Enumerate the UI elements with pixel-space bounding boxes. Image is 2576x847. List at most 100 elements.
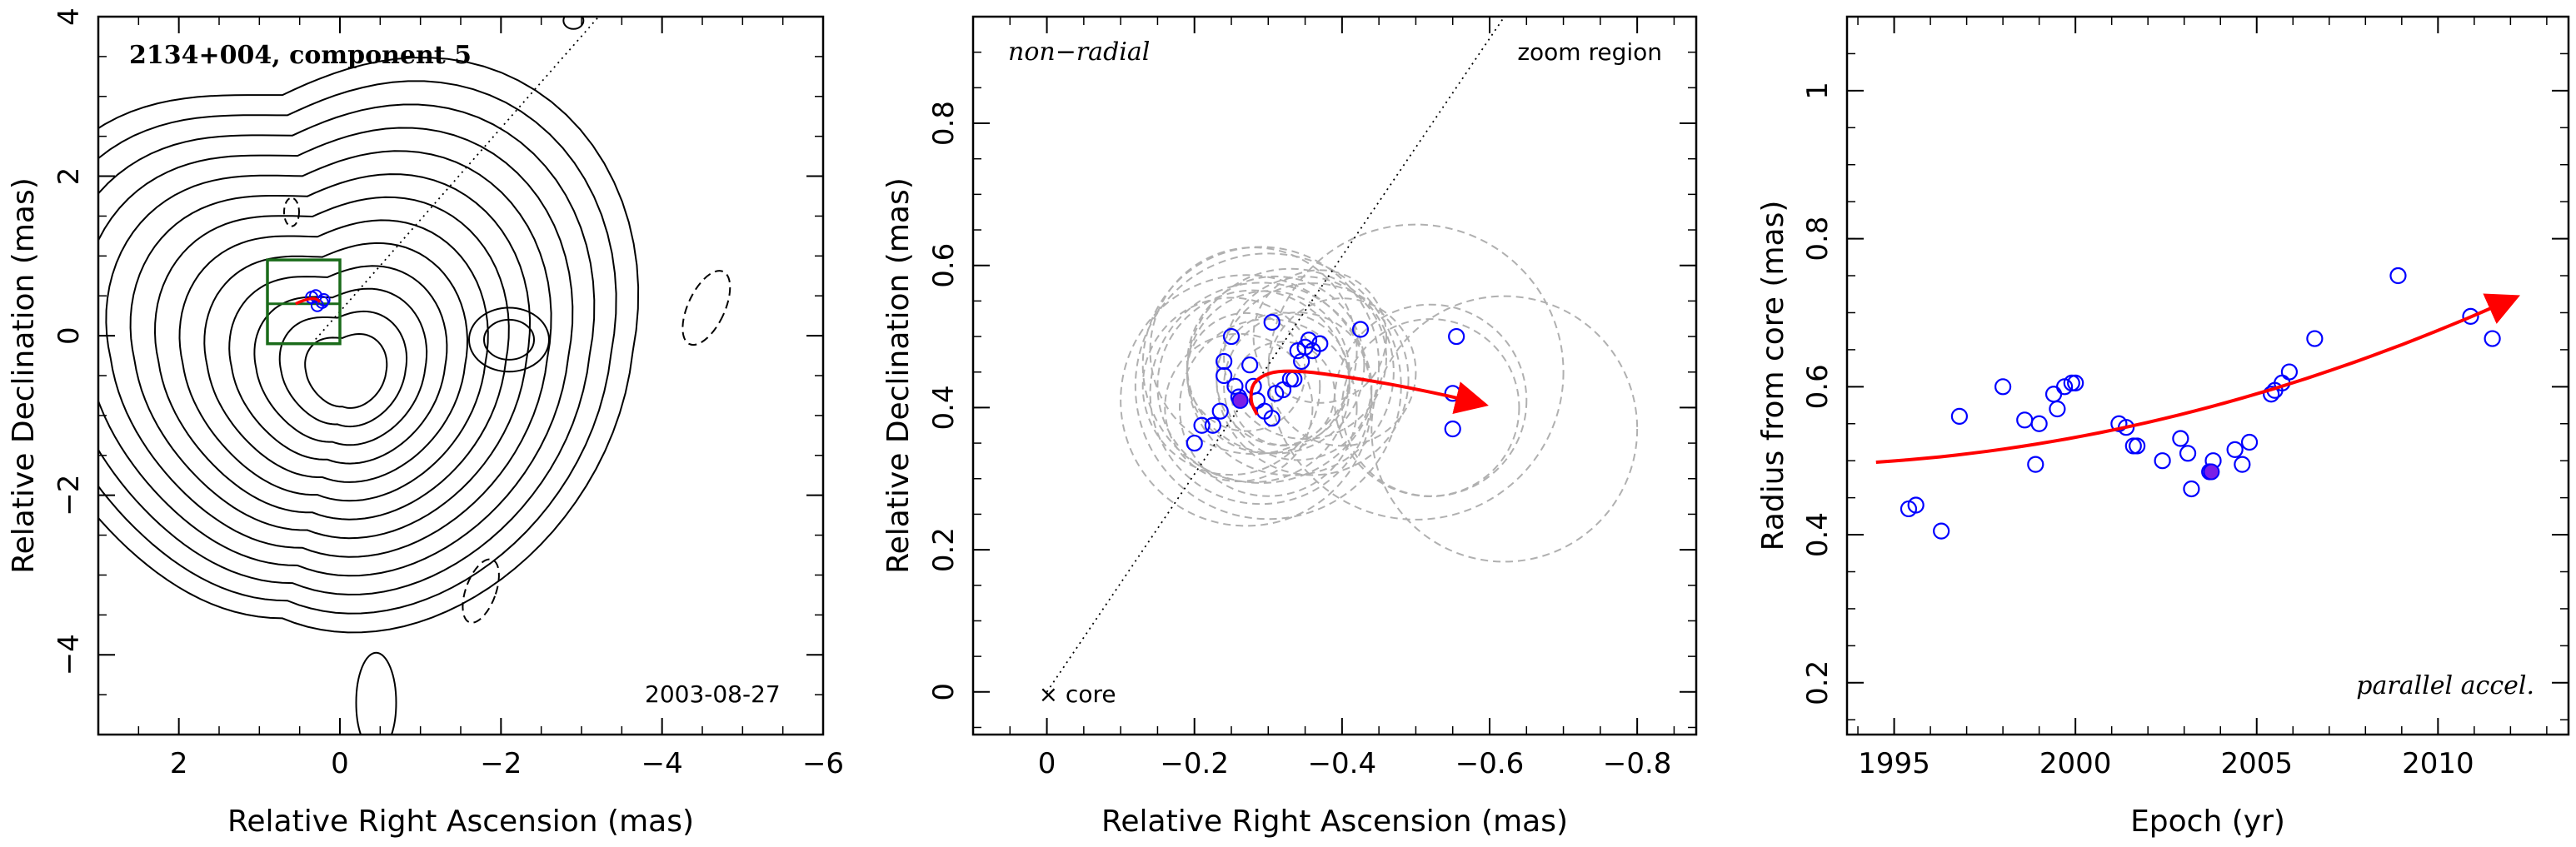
contour-line <box>483 318 535 361</box>
uncertainty-circle <box>1231 341 1335 446</box>
x-tick-label: 0 <box>331 747 349 780</box>
component-position-point <box>1286 371 1303 388</box>
component-position-point <box>1311 335 1329 352</box>
epoch-radius-point <box>1933 522 1950 540</box>
contour-line <box>304 332 388 409</box>
y-tick-label: 2 <box>52 167 86 186</box>
epoch-radius-point <box>1994 378 2012 396</box>
uncertainty-circle <box>1267 223 1565 521</box>
trajectory-arrow <box>1249 369 1489 416</box>
y-tick-label: 0.6 <box>927 243 961 288</box>
y-tick-label: 0 <box>927 683 961 701</box>
y-tick-label: 0.2 <box>927 527 961 572</box>
x-tick-label: −6 <box>802 747 844 780</box>
axis-ticks: 2 0 −2 −4 −6 −4 −2 0 2 4 <box>52 7 844 780</box>
epoch-radius-point <box>2129 437 2146 455</box>
y-axis-label: Relative Declination (mas) <box>7 177 41 574</box>
component-position-point <box>1241 356 1259 374</box>
contour-line <box>98 57 640 634</box>
contour-line <box>562 17 585 30</box>
uncertainty-circle <box>1370 295 1639 563</box>
radial-direction-line <box>1046 17 1505 693</box>
x-axis-label: Relative Right Ascension (mas) <box>1101 805 1568 839</box>
component-position-point <box>1448 327 1465 346</box>
panel3-overlays <box>1875 267 2521 540</box>
epoch-radius-point <box>2030 415 2048 432</box>
axis-ticks: 0 −0.2 −0.4 −0.6 −0.8 0 0.2 0.4 0.6 0.8 <box>927 16 1696 780</box>
x-tick-label: −0.2 <box>1160 747 1229 780</box>
panel-radius-vs-epoch: 1995 2000 2005 2010 0.2 0.4 0.6 0.8 1 parallel a… <box>1756 15 2570 839</box>
uncertainty-circle <box>1186 267 1395 476</box>
contour-line <box>355 651 397 735</box>
uncertainty-circle <box>1334 303 1528 498</box>
epoch-radius-point <box>2154 452 2171 470</box>
component-position-point <box>1222 327 1241 346</box>
axis-ticks: 1995 2000 2005 2010 0.2 0.4 0.6 0.8 1 <box>1801 16 2569 780</box>
epoch-radius-point <box>2306 330 2324 347</box>
panel2-overlays <box>1046 17 1505 693</box>
x-tick-label: −4 <box>642 747 683 780</box>
epoch-radius-point <box>1907 496 1925 514</box>
uncertainty-circle <box>1141 296 1321 476</box>
component-position-point <box>1281 371 1299 388</box>
epoch-radius-point <box>2240 433 2259 451</box>
epoch-radius-point <box>2049 400 2066 418</box>
epoch-radius-point <box>2124 437 2142 455</box>
x-tick-label: 2 <box>170 747 188 780</box>
trajectory-arrow <box>295 296 322 306</box>
plot-frame <box>97 15 825 736</box>
uncertainty-circle <box>1223 276 1387 441</box>
x-tick-label: −0.4 <box>1308 747 1377 780</box>
y-axis-label: Relative Declination (mas) <box>881 177 916 574</box>
component-position-point <box>1204 416 1221 434</box>
epoch-radius-point <box>2172 430 2189 447</box>
component-position-point <box>1186 434 1203 452</box>
y-tick-label: 0.2 <box>1801 660 1835 705</box>
contour-line <box>98 103 596 595</box>
epoch-radius-point <box>2183 480 2200 498</box>
annotation-zoom-region: zoom region <box>1517 38 1662 66</box>
y-tick-label: 0.8 <box>927 101 961 146</box>
negative-contour <box>681 270 731 346</box>
uncertainty-circle <box>1252 269 1388 404</box>
y-tick-label: −2 <box>52 475 86 516</box>
component-position-point <box>1193 416 1211 434</box>
contour-line <box>105 150 552 558</box>
y-tick-label: −4 <box>52 634 86 675</box>
epoch-radius-point <box>2389 267 2407 285</box>
x-axis-label: Epoch (yr) <box>2130 805 2285 839</box>
epoch-radius-point <box>2226 441 2244 458</box>
uncertainty-circle <box>1186 311 1306 432</box>
component-position-point <box>1226 377 1244 395</box>
x-tick-label: −2 <box>480 747 522 780</box>
component-position-point <box>1263 313 1281 331</box>
x-axis-label: Relative Right Ascension (mas) <box>227 805 694 839</box>
x-tick-label: 1995 <box>1858 747 1930 780</box>
y-tick-label: 0.4 <box>927 385 961 430</box>
filled-epoch-point <box>2203 463 2220 481</box>
acceleration-trend-arrow <box>1875 293 2521 464</box>
epoch-radius-point <box>2016 411 2034 429</box>
negative-contour <box>283 197 300 227</box>
epoch-radius-point <box>2280 363 2299 381</box>
contour-line <box>153 196 510 521</box>
contour-line <box>98 80 617 615</box>
x-tick-label: −0.6 <box>1455 747 1525 780</box>
negative-contour <box>462 558 500 624</box>
uncertainty-circle <box>1164 332 1314 482</box>
uncertainty-circle <box>1149 247 1358 456</box>
y-tick-label: 0.4 <box>1801 512 1835 557</box>
uncertainty-circles <box>1120 223 1639 563</box>
contour-line <box>278 310 408 428</box>
contour-line <box>98 127 574 577</box>
radial-direction-line <box>311 17 600 345</box>
contour-line <box>468 306 550 373</box>
contour-line <box>178 219 489 502</box>
y-tick-label: 0.6 <box>1801 364 1835 409</box>
uncertainty-circle <box>1141 246 1380 484</box>
y-tick-label: 4 <box>52 7 86 26</box>
component-point <box>315 295 329 309</box>
epoch-radius-point <box>2234 456 2251 473</box>
epoch-radius-point <box>2044 386 2063 403</box>
